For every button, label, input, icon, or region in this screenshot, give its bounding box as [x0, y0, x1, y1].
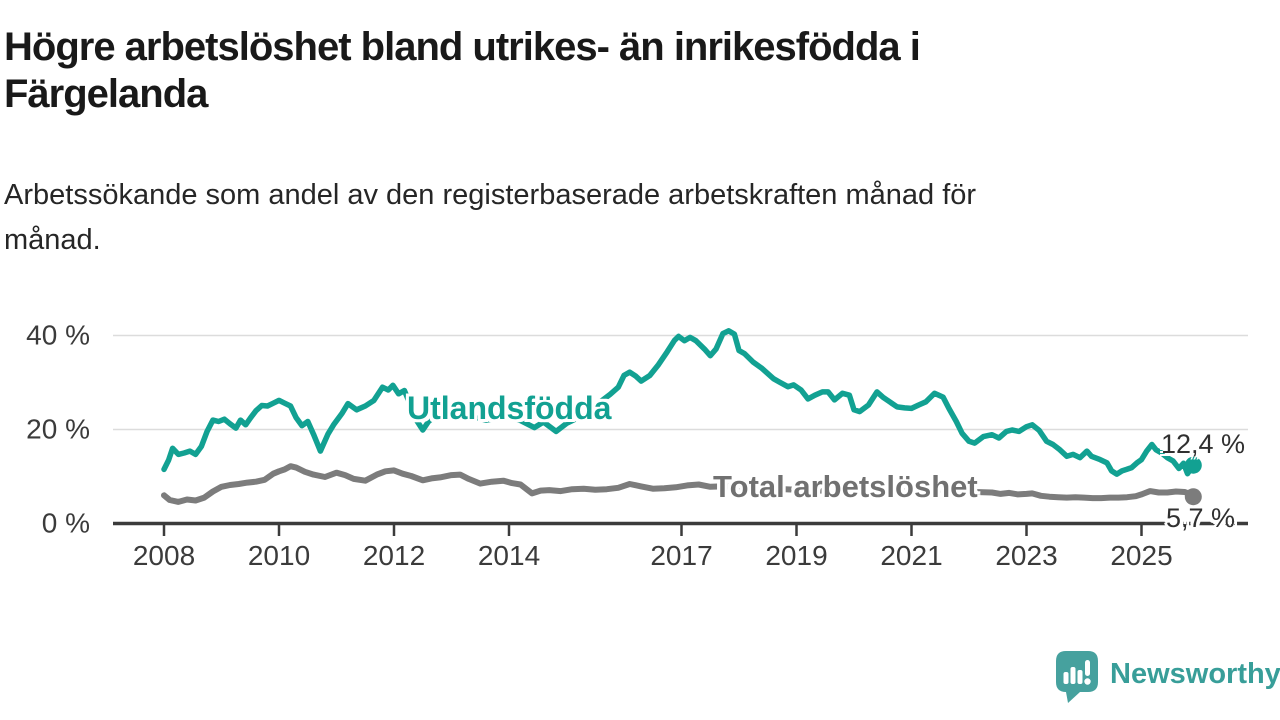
x-axis-label: 2021 — [880, 540, 943, 571]
title-line-2: Färgelanda — [4, 72, 208, 116]
end-value-label-utlandsfodda: 12,4 % — [1161, 429, 1246, 459]
series-line-total-arbetsloshet — [161, 463, 1197, 505]
series-line-utlandsfodda — [161, 328, 1197, 477]
subtitle-line-1: Arbetssökande som andel av den registerb… — [4, 179, 977, 211]
series-label-utlandsfodda: Utlandsfödda — [407, 390, 612, 426]
x-axis-label: 2014 — [477, 540, 541, 571]
series-label-total-arbetsloshet: Total arbetslöshet — [713, 469, 978, 504]
page-title: Högre arbetslöshet bland utrikes- än inr… — [4, 24, 1124, 118]
x-axis-label: 2012 — [362, 540, 426, 571]
title-line-1: Högre arbetslöshet bland utrikes- än inr… — [4, 25, 921, 69]
subtitle-line-2: månad. — [4, 224, 101, 256]
y-axis-label: 20 % — [26, 412, 90, 444]
x-axis-label: 2023 — [995, 540, 1058, 571]
x-axis-label: 2010 — [247, 540, 311, 571]
newsworthy-bubble-chart-icon — [1056, 651, 1098, 703]
y-axis-label: 40 % — [26, 318, 90, 350]
brand-logo: Newsworthy — [1056, 651, 1280, 704]
x-axis-label: 2008 — [132, 540, 196, 571]
chart-subtitle: Arbetssökande som andel av den registerb… — [4, 173, 1204, 263]
brand-name: Newsworthy — [1110, 658, 1280, 690]
y-axis-label: 0 % — [41, 506, 90, 538]
x-axis-label: 2025 — [1110, 540, 1173, 571]
end-value-label-total: 5,7 % — [1166, 503, 1236, 533]
x-axis-label: 2019 — [765, 540, 828, 571]
series-end-dot-utlandsfodda — [1184, 456, 1202, 474]
series-end-dot-total-arbetsloshet — [1184, 488, 1202, 506]
x-axis-label: 2017 — [650, 540, 713, 571]
